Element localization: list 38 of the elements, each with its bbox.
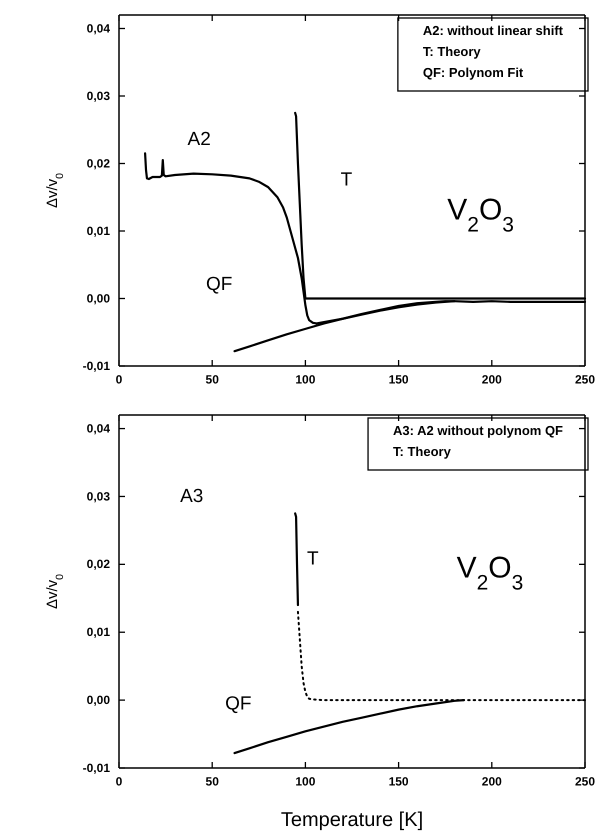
x-tick-label: 100 — [295, 774, 316, 789]
y-tick-label: 0,00 — [86, 291, 110, 306]
y-tick-label: 0,02 — [86, 156, 110, 170]
annotation: A3: A2 without polynom QF — [393, 423, 564, 438]
x-tick-label: 150 — [388, 372, 409, 387]
text: T — [340, 170, 353, 191]
annotation: V$_{2}$O$_{3}$ — [447, 193, 514, 236]
x-tick-label: 0 — [116, 774, 123, 789]
x-tick-label: 250 — [574, 774, 596, 789]
annotation: V$_{2}$O$_{3}$ — [456, 552, 524, 594]
annotation: T: Theory — [422, 44, 482, 59]
y-tick-label: 0,00 — [86, 692, 110, 707]
series-label: A2 — [188, 129, 211, 150]
annotation: A3 — [180, 486, 204, 507]
annotation: A2: without linear shift — [422, 23, 564, 38]
x-tick-label: 50 — [206, 372, 220, 387]
y-tick-label: -0,01 — [82, 760, 110, 775]
x-tick-label: 250 — [574, 372, 596, 387]
y-tick-label: 0,02 — [86, 557, 110, 572]
x-tick-label: 200 — [482, 774, 502, 789]
x-tick-label: 100 — [295, 372, 316, 387]
x-tick-label: 200 — [482, 372, 502, 387]
y-tick-label: 0,01 — [86, 625, 110, 640]
annotation: QF: Polynom Fit — [422, 65, 524, 80]
x-tick-label: 150 — [388, 774, 409, 789]
y-tick-label: 0,04 — [86, 421, 110, 436]
y-tick-label: 0,03 — [86, 489, 110, 504]
series-label: T — [307, 548, 320, 570]
text: QF — [206, 274, 232, 296]
x-tick-label: 50 — [206, 774, 220, 789]
y-tick-label: -0,01 — [82, 358, 110, 373]
annotation: T: Theory — [393, 444, 452, 459]
x-axis-title: Temperature [K] — [280, 809, 424, 831]
y-tick-label: 0,03 — [86, 88, 110, 103]
x-tick-label: 0 — [116, 372, 123, 387]
y-tick-label: 0,04 — [86, 21, 110, 36]
y-tick-label: 0,01 — [86, 224, 110, 238]
series-label: QF — [225, 693, 252, 714]
